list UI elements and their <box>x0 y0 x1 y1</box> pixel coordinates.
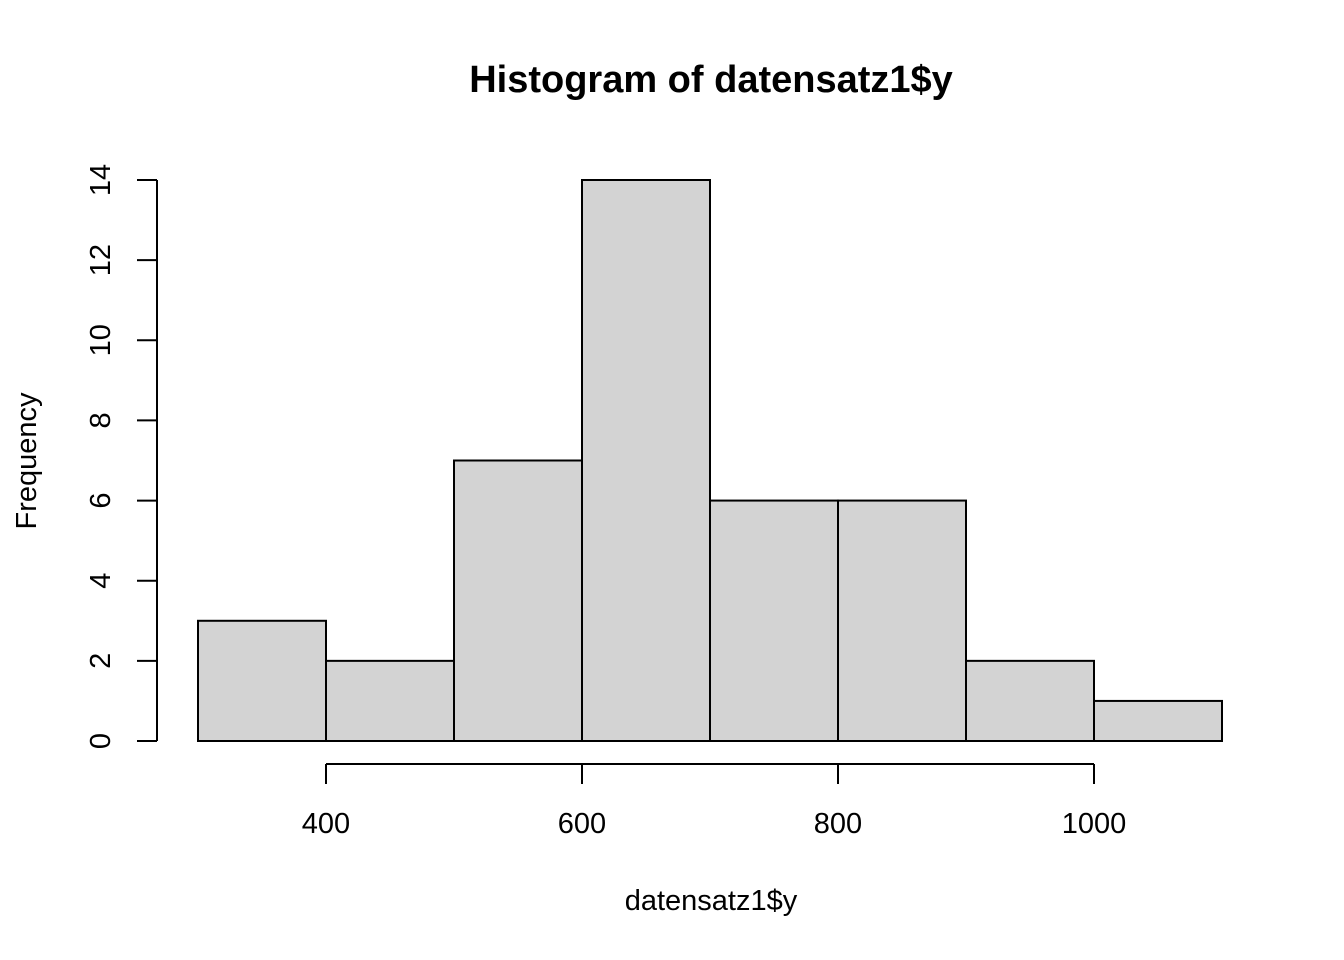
histogram-bar-700-800 <box>709 499 839 743</box>
x-tick-label-1000: 1000 <box>1062 808 1127 840</box>
y-tick-label-8: 8 <box>85 412 117 428</box>
histogram-bar-400-500 <box>325 659 455 742</box>
y-tick-label-14: 14 <box>85 164 117 196</box>
histogram-bar-800-900 <box>837 499 967 743</box>
histogram-bar-500-600 <box>453 459 583 742</box>
histogram-bar-600-700 <box>581 179 711 742</box>
y-tick-label-2: 2 <box>85 653 117 669</box>
x-tick-label-600: 600 <box>558 808 606 840</box>
bars-group <box>197 179 1223 743</box>
histogram-bar-300-400 <box>197 619 327 742</box>
chart-title: Histogram of datensatz1$y <box>469 59 953 101</box>
y-tick-label-4: 4 <box>85 573 117 589</box>
histogram-bar-1000-1100 <box>1093 699 1223 743</box>
histogram-bar-900-1000 <box>965 659 1095 742</box>
x-tick-label-400: 400 <box>302 808 350 840</box>
y-axis: 0 2 4 6 8 10 12 14 <box>85 164 158 749</box>
x-axis-label: datensatz1$y <box>625 885 798 917</box>
y-tick-label-0: 0 <box>85 733 117 749</box>
y-tick-label-10: 10 <box>85 324 117 356</box>
y-tick-label-12: 12 <box>85 244 117 276</box>
x-axis: 400 600 800 1000 <box>302 763 1127 840</box>
x-tick-label-800: 800 <box>814 808 862 840</box>
y-tick-label-6: 6 <box>85 493 117 509</box>
y-axis-label: Frequency <box>11 392 43 530</box>
